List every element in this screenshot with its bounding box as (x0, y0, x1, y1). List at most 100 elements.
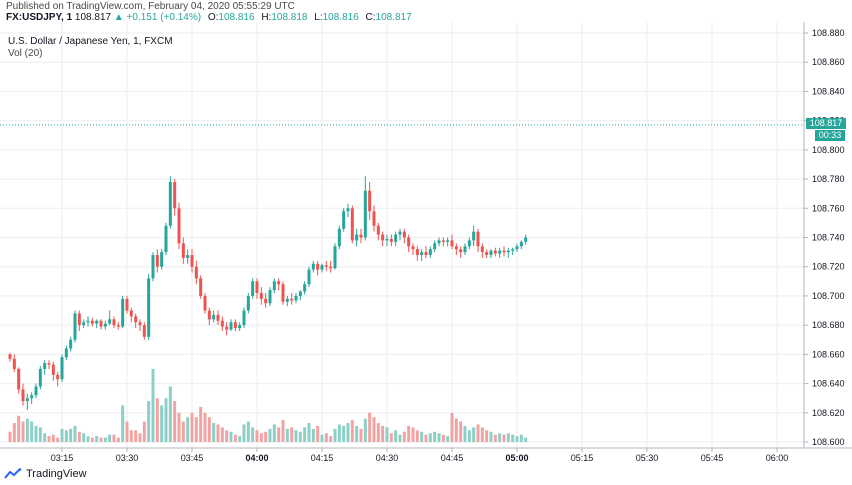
volume-bar (51, 434, 55, 442)
volume-bar (420, 431, 424, 442)
candle-body (255, 281, 259, 294)
volume-bar (493, 434, 497, 442)
candle-body (454, 246, 458, 250)
candle-body (160, 252, 164, 267)
candles (8, 176, 528, 410)
candle-body (350, 208, 354, 241)
volume-bar (290, 427, 294, 442)
candle-body (82, 322, 86, 326)
y-tick-label: 108.860 (812, 57, 845, 67)
y-tick-label: 108.780 (812, 174, 845, 184)
volume-bar (372, 417, 376, 442)
x-tick-label: 05:15 (571, 453, 594, 463)
volume-bar (121, 405, 125, 442)
volume-bar (389, 433, 393, 442)
y-tick-label: 108.800 (812, 145, 845, 155)
published-note: Published on TradingView.com, February 0… (6, 1, 295, 12)
candle-body (446, 240, 450, 242)
candle-body (25, 398, 29, 402)
x-tick-label: 03:45 (181, 453, 204, 463)
volume-bar (99, 437, 103, 442)
candle-body (424, 252, 428, 256)
volume-bar (394, 430, 398, 442)
volume-bar (385, 427, 389, 442)
candle-body (30, 395, 34, 399)
high-value: 108.818 (271, 12, 308, 23)
tradingview-logo-icon (4, 468, 22, 479)
low-value: 108.816 (322, 12, 359, 23)
candle-body (359, 234, 363, 238)
candle-body (281, 284, 285, 302)
y-tick-label: 108.760 (812, 203, 845, 213)
brand-name: TradingView (26, 468, 87, 480)
volume-bar (212, 423, 216, 442)
volume-bar (346, 423, 350, 442)
candle-body (498, 250, 502, 254)
volume-bar (381, 425, 385, 442)
volume-bar (229, 431, 233, 442)
volume-bar (316, 425, 320, 442)
volume-bar (60, 428, 64, 442)
candle-body (51, 364, 55, 375)
candle-body (316, 263, 320, 270)
candle-body (441, 240, 445, 242)
volume-bar (320, 434, 324, 442)
volume-bar (246, 421, 250, 442)
candle-body (307, 269, 311, 285)
volume-bar (138, 433, 142, 442)
candle-body (173, 181, 177, 209)
volume-bar (220, 427, 224, 442)
volume-bar (242, 424, 246, 442)
candle-body (190, 255, 194, 267)
candle-body (116, 325, 120, 327)
candle-body (38, 368, 42, 387)
volume-bar (108, 434, 112, 442)
volume-bar (519, 434, 523, 442)
candle-body (121, 298, 125, 327)
candle-body (12, 358, 16, 369)
candle-body (95, 320, 99, 324)
candle-body (515, 246, 519, 250)
volume-bar (480, 427, 484, 442)
tradingview-brand: TradingView (4, 466, 87, 482)
candle-body (376, 225, 380, 235)
volume-bar (307, 423, 311, 442)
candle-body (108, 319, 112, 324)
candle-body (385, 238, 389, 241)
candle-body (272, 281, 276, 291)
candle-body (199, 278, 203, 296)
y-tick-label: 108.720 (812, 262, 845, 272)
candle-body (43, 363, 47, 369)
candle-body (259, 293, 263, 299)
volume-bar (402, 431, 406, 442)
y-tick-label: 108.620 (812, 408, 845, 418)
candle-body (233, 322, 237, 329)
candle-body (433, 243, 437, 250)
candle-body (294, 295, 298, 301)
volume-bar (90, 437, 94, 442)
candle-body (168, 181, 172, 226)
volume-bar (476, 424, 480, 442)
volume-bar (342, 425, 346, 442)
candle-body (251, 281, 255, 296)
y-tick-label: 108.700 (812, 291, 845, 301)
volume-bar (77, 431, 81, 442)
candle-body (398, 231, 402, 235)
volume-bar (463, 425, 467, 442)
volume-bar (177, 412, 181, 442)
candle-body (524, 237, 528, 242)
x-tick-label: 05:45 (701, 453, 724, 463)
candle-body (64, 348, 68, 358)
instrument-legend[interactable]: U.S. Dollar / Japanese Yen, 1, FXCM (8, 36, 173, 47)
candle-body (203, 295, 207, 311)
x-tick-label: 05:30 (636, 453, 659, 463)
volume-legend[interactable]: Vol (20) (8, 48, 43, 59)
candle-body (138, 322, 142, 326)
volume-bar (515, 436, 519, 442)
volume-bar (233, 434, 237, 442)
candle-body (476, 231, 480, 247)
candle-body (103, 323, 107, 327)
volume-bar (86, 436, 90, 442)
y-tick-label: 108.680 (812, 320, 845, 330)
